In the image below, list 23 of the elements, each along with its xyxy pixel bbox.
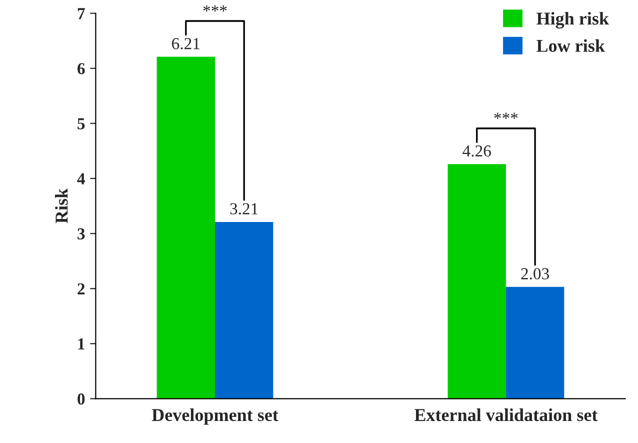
y-tick-label: 3 bbox=[78, 228, 85, 240]
bar bbox=[506, 286, 564, 399]
y-tick-label: 4 bbox=[77, 173, 85, 184]
data-label: 6.21 bbox=[172, 38, 200, 50]
legend-label: Low risk bbox=[536, 39, 605, 52]
y-tick-label: 5 bbox=[78, 118, 85, 130]
y-tick-label: 7 bbox=[78, 8, 85, 20]
bar bbox=[156, 56, 215, 399]
y-tick-label: 2 bbox=[78, 283, 85, 294]
y-tick-label: 1 bbox=[78, 338, 84, 350]
y-tick-label: 6 bbox=[78, 63, 85, 74]
x-tick-label: Development set bbox=[152, 408, 278, 425]
annotation: *** bbox=[494, 112, 518, 119]
legend-label: High risk bbox=[536, 12, 609, 29]
data-label: 2.03 bbox=[521, 268, 549, 280]
y-tick-label: 0 bbox=[78, 393, 85, 405]
bar bbox=[214, 222, 274, 399]
text: *** bbox=[203, 5, 227, 12]
data-label: 3.21 bbox=[230, 203, 258, 214]
data-label: 4.26 bbox=[462, 145, 491, 157]
x-tick-label: External validataion set bbox=[414, 408, 598, 422]
bar bbox=[448, 164, 506, 399]
y-axis-title: Risk bbox=[55, 188, 68, 224]
